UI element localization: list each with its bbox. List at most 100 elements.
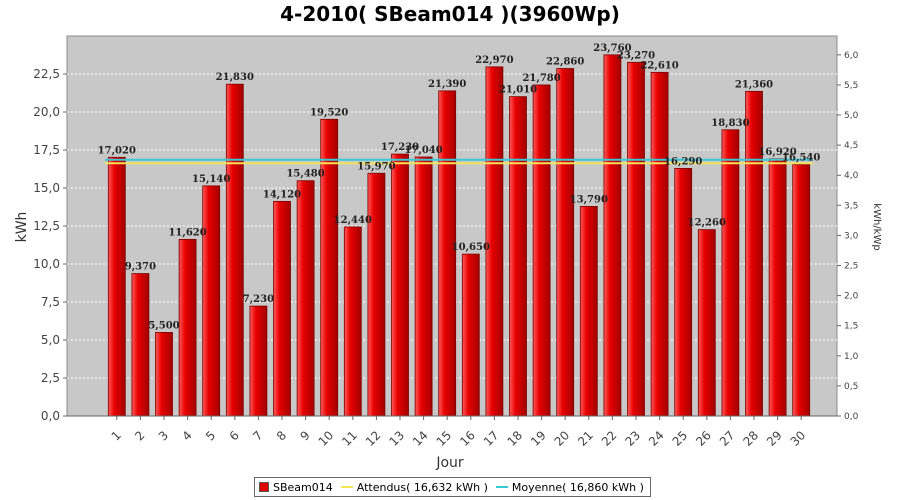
- x-axis-title: Jour: [435, 455, 464, 471]
- data-label: 17,230: [381, 142, 419, 153]
- data-label: 23,760: [593, 43, 631, 54]
- x-tick-label: 11: [339, 428, 360, 449]
- x-tick-label: 19: [528, 428, 549, 449]
- x-tick-label: 30: [788, 428, 809, 449]
- bar: [674, 167, 693, 417]
- data-label: 21,390: [428, 79, 466, 90]
- data-label: 18,830: [711, 118, 749, 129]
- y-tick-label: 17,5: [33, 143, 60, 157]
- data-label: 22,860: [546, 57, 584, 68]
- y-tick-label: 15,0: [33, 181, 60, 195]
- data-label: 22,610: [640, 60, 678, 71]
- data-label: 15,480: [286, 169, 324, 180]
- bar: [273, 200, 291, 417]
- bar: [650, 71, 669, 417]
- x-tick-label: 22: [599, 428, 620, 449]
- x-tick-label: 1: [109, 428, 124, 443]
- bar: [107, 156, 126, 417]
- x-tick-label: 12: [363, 428, 384, 449]
- bar: [414, 156, 433, 417]
- x-tick-label: 8: [274, 428, 289, 443]
- bar: [721, 129, 740, 417]
- bar: [343, 226, 362, 417]
- bar: [202, 185, 221, 417]
- data-label: 12,260: [688, 218, 726, 229]
- bar: [509, 96, 527, 417]
- data-label: 12,440: [334, 215, 372, 226]
- y-tick-label: 20,0: [33, 105, 60, 119]
- bar: [438, 90, 457, 417]
- data-label: 17,020: [98, 145, 136, 156]
- y-tick-label: 5,0: [41, 333, 60, 347]
- y2-axis-title: kWh/kWp: [871, 203, 882, 250]
- data-label: 16,540: [782, 153, 820, 164]
- x-tick-label: 3: [156, 428, 171, 443]
- y2-tick-label: 2,0: [844, 292, 859, 302]
- data-label: 21,830: [216, 72, 254, 83]
- data-label: 22,970: [475, 55, 513, 66]
- bar: [178, 238, 197, 417]
- legend-line-swatch-attendus: [340, 486, 353, 488]
- x-tick-label: 10: [316, 428, 337, 449]
- x-tick-label: 20: [552, 428, 573, 449]
- bar: [556, 68, 575, 417]
- data-label: 5,500: [148, 320, 179, 331]
- legend-label-moyenne: Moyenne( 16,860 kWh ): [511, 480, 644, 494]
- data-label: 23,270: [617, 50, 655, 61]
- x-tick-label: 16: [457, 428, 478, 449]
- y2-tick-label: 5,0: [844, 111, 859, 121]
- x-tick-label: 13: [386, 428, 407, 449]
- y2-tick-label: 5,5: [844, 81, 858, 91]
- y2-tick-label: 1,0: [844, 352, 859, 362]
- legend-bar-swatch: [259, 482, 269, 492]
- x-tick-label: 29: [764, 428, 785, 449]
- x-tick-label: 17: [481, 428, 502, 449]
- data-label: 21,780: [522, 73, 560, 84]
- bar: [603, 54, 622, 417]
- data-label: 16,290: [664, 156, 702, 167]
- x-tick-label: 14: [410, 428, 431, 449]
- x-tick-label: 9: [297, 428, 312, 443]
- bar: [131, 273, 150, 417]
- bar: [532, 84, 551, 417]
- data-label: 15,140: [192, 174, 230, 185]
- data-label: 13,790: [570, 194, 608, 205]
- x-tick-label: 5: [203, 428, 218, 443]
- y2-tick-label: 3,5: [844, 201, 858, 211]
- y2-tick-label: 4,0: [844, 171, 859, 181]
- y-tick-label: 7,5: [41, 295, 60, 309]
- y-tick-label: 0,0: [41, 409, 60, 423]
- bar: [745, 90, 763, 417]
- data-label: 14,120: [263, 189, 301, 200]
- data-label: 11,620: [168, 227, 206, 238]
- y2-tick-label: 0,5: [844, 382, 858, 392]
- x-tick-label: 28: [740, 428, 761, 449]
- x-tick-label: 4: [179, 428, 194, 443]
- bar: [225, 83, 244, 417]
- y2-tick-label: 0,0: [844, 412, 859, 422]
- x-tick-label: 6: [227, 428, 242, 443]
- y-tick-label: 22,5: [33, 67, 60, 81]
- data-label: 21,360: [735, 79, 773, 90]
- x-tick-label: 27: [717, 428, 738, 449]
- legend-label-attendus: Attendus( 16,632 kWh ): [356, 480, 488, 494]
- bar: [296, 180, 315, 417]
- chart-title: 4-2010( SBeam014 )(3960Wp): [280, 2, 620, 26]
- y-tick-label: 2,5: [41, 371, 60, 385]
- x-tick-label: 15: [434, 428, 455, 449]
- y2-tick-label: 4,5: [844, 141, 858, 151]
- bar: [249, 305, 268, 417]
- plot-area: 0,02,55,07,510,012,515,017,520,022,50,00…: [33, 35, 859, 449]
- y2-tick-label: 2,5: [844, 262, 858, 272]
- data-label: 16,920: [758, 147, 796, 158]
- data-label: 7,230: [243, 294, 274, 305]
- bar: [627, 61, 645, 417]
- bar: [367, 172, 386, 417]
- y2-tick-label: 6,0: [844, 51, 859, 61]
- bar: [697, 229, 716, 417]
- bar: [155, 331, 173, 417]
- y-axis-title: kWh: [14, 212, 30, 243]
- data-label: 19,520: [310, 107, 348, 118]
